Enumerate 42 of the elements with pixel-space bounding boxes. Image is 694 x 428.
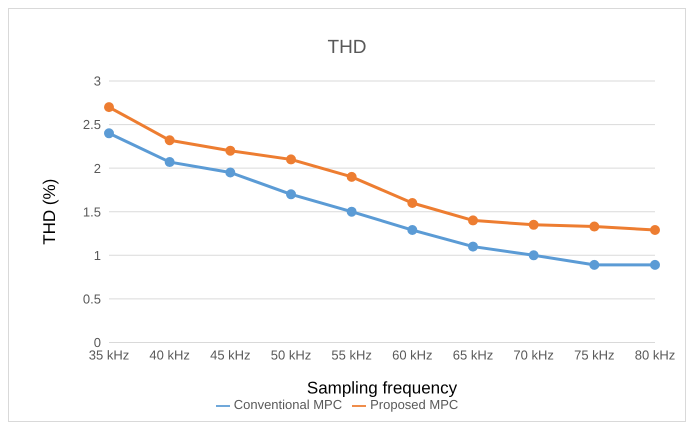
point [407,198,418,208]
point [104,102,114,112]
point [528,250,539,260]
x-tick-label: 40 kHz [149,348,190,363]
point [164,157,175,168]
point [407,225,418,236]
y-tick-label: 0.5 [82,291,101,306]
point [104,128,114,138]
point [468,242,478,252]
chart-title: THD [326,37,368,59]
x-tick-label: 55 kHz [331,348,372,363]
point [650,225,660,236]
y-tick-label: 3 [94,74,101,89]
point [589,260,600,270]
x-tick-label: 75 kHz [574,348,615,363]
point [650,260,660,270]
legend-label: Proposed MPC [370,397,458,412]
point [286,189,296,200]
y-axis-title: THD (%) [40,178,60,245]
point [346,172,357,182]
x-axis-title: Sampling frequency [306,378,458,398]
y-tick-label: 2 [94,160,101,176]
point [225,146,236,156]
x-tick-label: 65 kHz [452,348,494,363]
x-tick-label: 80 kHz [634,348,676,363]
point [225,168,236,178]
x-tick-label: 50 kHz [270,348,312,363]
y-tick-label: 1.5 [82,204,101,220]
y-tick-label: 1 [94,248,101,263]
legend-label: Conventional MPC [234,397,342,412]
point [528,220,539,230]
y-tick-label: 0 [94,335,101,350]
point [346,206,357,217]
point [164,135,175,146]
point [468,215,478,226]
point [589,222,600,232]
x-tick-label: 70 kHz [513,348,554,363]
x-tick-label: 45 kHz [210,348,251,363]
x-tick-label: 60 kHz [392,348,433,363]
point [286,154,296,164]
x-tick-label: 35 kHz [88,348,130,363]
y-tick-label: 2.5 [82,117,101,132]
